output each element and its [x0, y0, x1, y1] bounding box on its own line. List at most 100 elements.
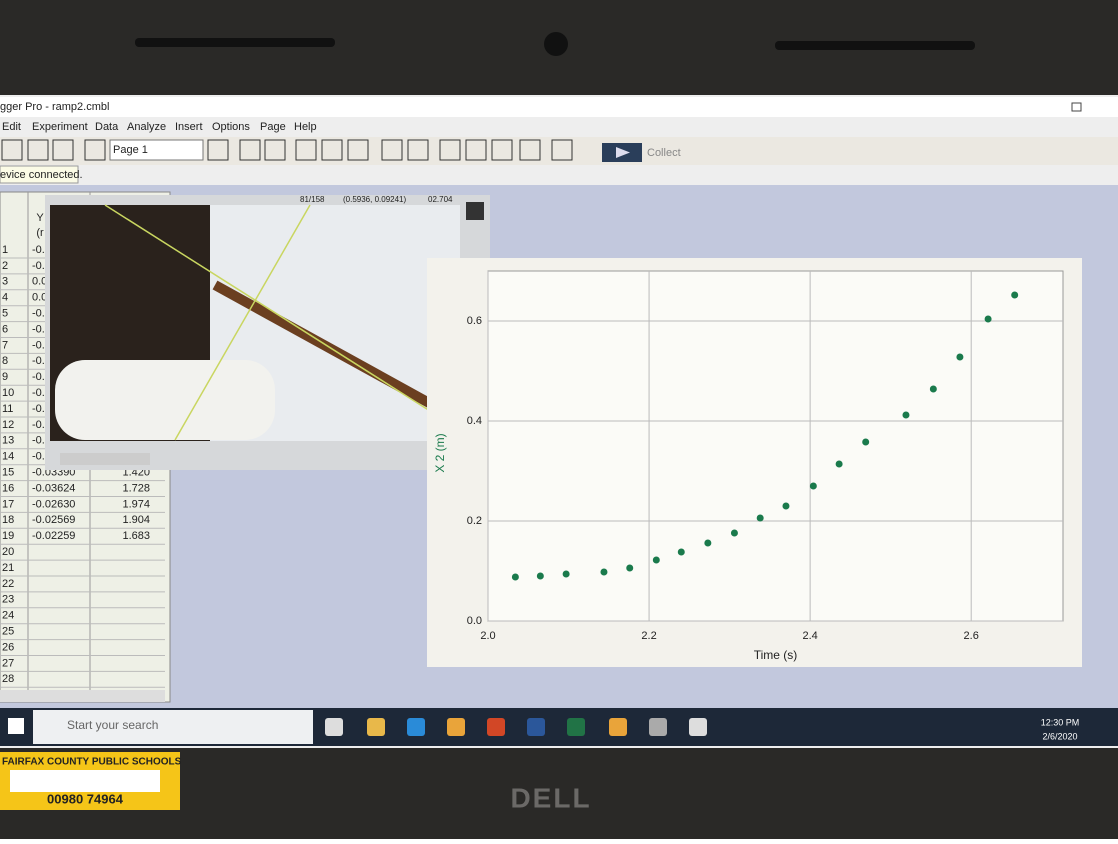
cell: 1.904	[122, 514, 150, 526]
row-number: 28	[2, 673, 14, 685]
toolbar-icons	[1, 139, 573, 161]
taskbar-app[interactable]	[367, 718, 385, 736]
y-tick-label: 0.0	[467, 615, 482, 627]
collect-label: Collect	[647, 147, 681, 159]
status-text: evice connected.	[0, 169, 83, 181]
table-scrollbar	[0, 690, 165, 702]
row-number: 25	[2, 626, 14, 638]
clock-date: 2/6/2020	[1042, 731, 1077, 741]
data-point	[984, 315, 992, 323]
row-number: 23	[2, 594, 14, 606]
row-number: 18	[2, 514, 14, 526]
data-point	[902, 411, 910, 419]
taskbar-app[interactable]	[447, 718, 465, 736]
vent	[135, 38, 335, 47]
row-number: 12	[2, 419, 14, 431]
toolbar-button[interactable]	[381, 139, 403, 161]
menu-item[interactable]: Edit	[2, 121, 21, 133]
toolbar-button[interactable]	[321, 139, 343, 161]
taskbar-app[interactable]	[609, 718, 627, 736]
row-number: 21	[2, 562, 14, 574]
row-number: 24	[2, 610, 14, 622]
row-number: 27	[2, 657, 14, 669]
row-number: 8	[2, 355, 8, 367]
search-box[interactable]	[33, 710, 313, 744]
data-point	[730, 529, 738, 537]
y-tick-label: 0.2	[467, 515, 482, 527]
data-point	[862, 438, 870, 446]
row-number: 9	[2, 371, 8, 383]
toolbar-button[interactable]	[84, 139, 106, 161]
start-button[interactable]	[8, 718, 24, 734]
x-tick-label: 2.0	[480, 630, 495, 642]
toolbar-button[interactable]	[239, 139, 261, 161]
menu-item[interactable]: Page	[260, 121, 286, 133]
toolbar-button[interactable]	[1, 139, 23, 161]
row-number: 16	[2, 482, 14, 494]
cell: -0.02569	[32, 514, 75, 526]
row-number: 26	[2, 641, 14, 653]
menu-item[interactable]: Help	[294, 121, 317, 133]
row-number: 3	[2, 276, 8, 288]
data-point	[511, 573, 519, 581]
toolbar-button[interactable]	[491, 139, 513, 161]
x-tick-label: 2.2	[641, 630, 656, 642]
toolbar-button[interactable]	[347, 139, 369, 161]
toolbar-button[interactable]	[551, 139, 573, 161]
toolbar-button[interactable]	[407, 139, 429, 161]
toolbar-button[interactable]	[52, 139, 74, 161]
title-bar	[0, 97, 1118, 117]
y-tick-label: 0.4	[467, 415, 482, 427]
plot-area	[487, 270, 1064, 622]
row-number: 19	[2, 530, 14, 542]
taskbar-app[interactable]	[689, 718, 707, 736]
row-number: 4	[2, 292, 8, 304]
taskbar-app[interactable]	[649, 718, 667, 736]
page-select[interactable]	[109, 139, 204, 161]
menu-item[interactable]: Experiment	[32, 121, 88, 133]
data-point	[756, 514, 764, 522]
toolbar-button[interactable]	[519, 139, 541, 161]
cell: 1.974	[122, 498, 150, 510]
column-header: (r	[36, 227, 44, 239]
menu-item[interactable]: Analyze	[127, 121, 166, 133]
data-point	[562, 570, 570, 578]
data-point	[782, 502, 790, 510]
toolbar-button[interactable]	[465, 139, 487, 161]
taskbar-app[interactable]	[487, 718, 505, 736]
data-point	[652, 556, 660, 564]
data-point	[809, 482, 817, 490]
chart: 0.0 0.2 0.4 0.6 2.0 2.2 2.4 2.6 Time (s) X 2 (m)	[433, 271, 1063, 662]
row-number: 13	[2, 435, 14, 447]
video-tool[interactable]	[466, 202, 484, 220]
taskbar-app[interactable]	[527, 718, 545, 736]
data-point	[626, 564, 634, 572]
cell: 1.683	[122, 530, 150, 542]
toolbar-button[interactable]	[27, 139, 49, 161]
status-box	[0, 165, 79, 184]
menu-item[interactable]: Insert	[175, 121, 203, 133]
restore-button[interactable]	[1071, 102, 1082, 112]
cell: -0.03624	[32, 482, 75, 494]
taskbar-app[interactable]	[325, 718, 343, 736]
video-controls[interactable]	[60, 453, 150, 465]
taskbar-app[interactable]	[407, 718, 425, 736]
search-placeholder: Start your search	[67, 718, 158, 732]
toolbar-button[interactable]	[207, 139, 229, 161]
x-axis-label: Time (s)	[754, 648, 798, 662]
x-tick-label: 2.4	[802, 630, 817, 642]
data-point	[704, 539, 712, 547]
play-icon	[616, 147, 630, 158]
toolbar-button[interactable]	[295, 139, 317, 161]
row-number: 5	[2, 308, 8, 320]
toolbar-button[interactable]	[439, 139, 461, 161]
menu-item[interactable]: Data	[95, 121, 119, 133]
taskbar-app[interactable]	[567, 718, 585, 736]
data-point	[536, 572, 544, 580]
menu-item[interactable]: Options	[212, 121, 250, 133]
video-axis	[174, 204, 311, 441]
row-number: 14	[2, 451, 14, 463]
toolbar-button[interactable]	[264, 139, 286, 161]
